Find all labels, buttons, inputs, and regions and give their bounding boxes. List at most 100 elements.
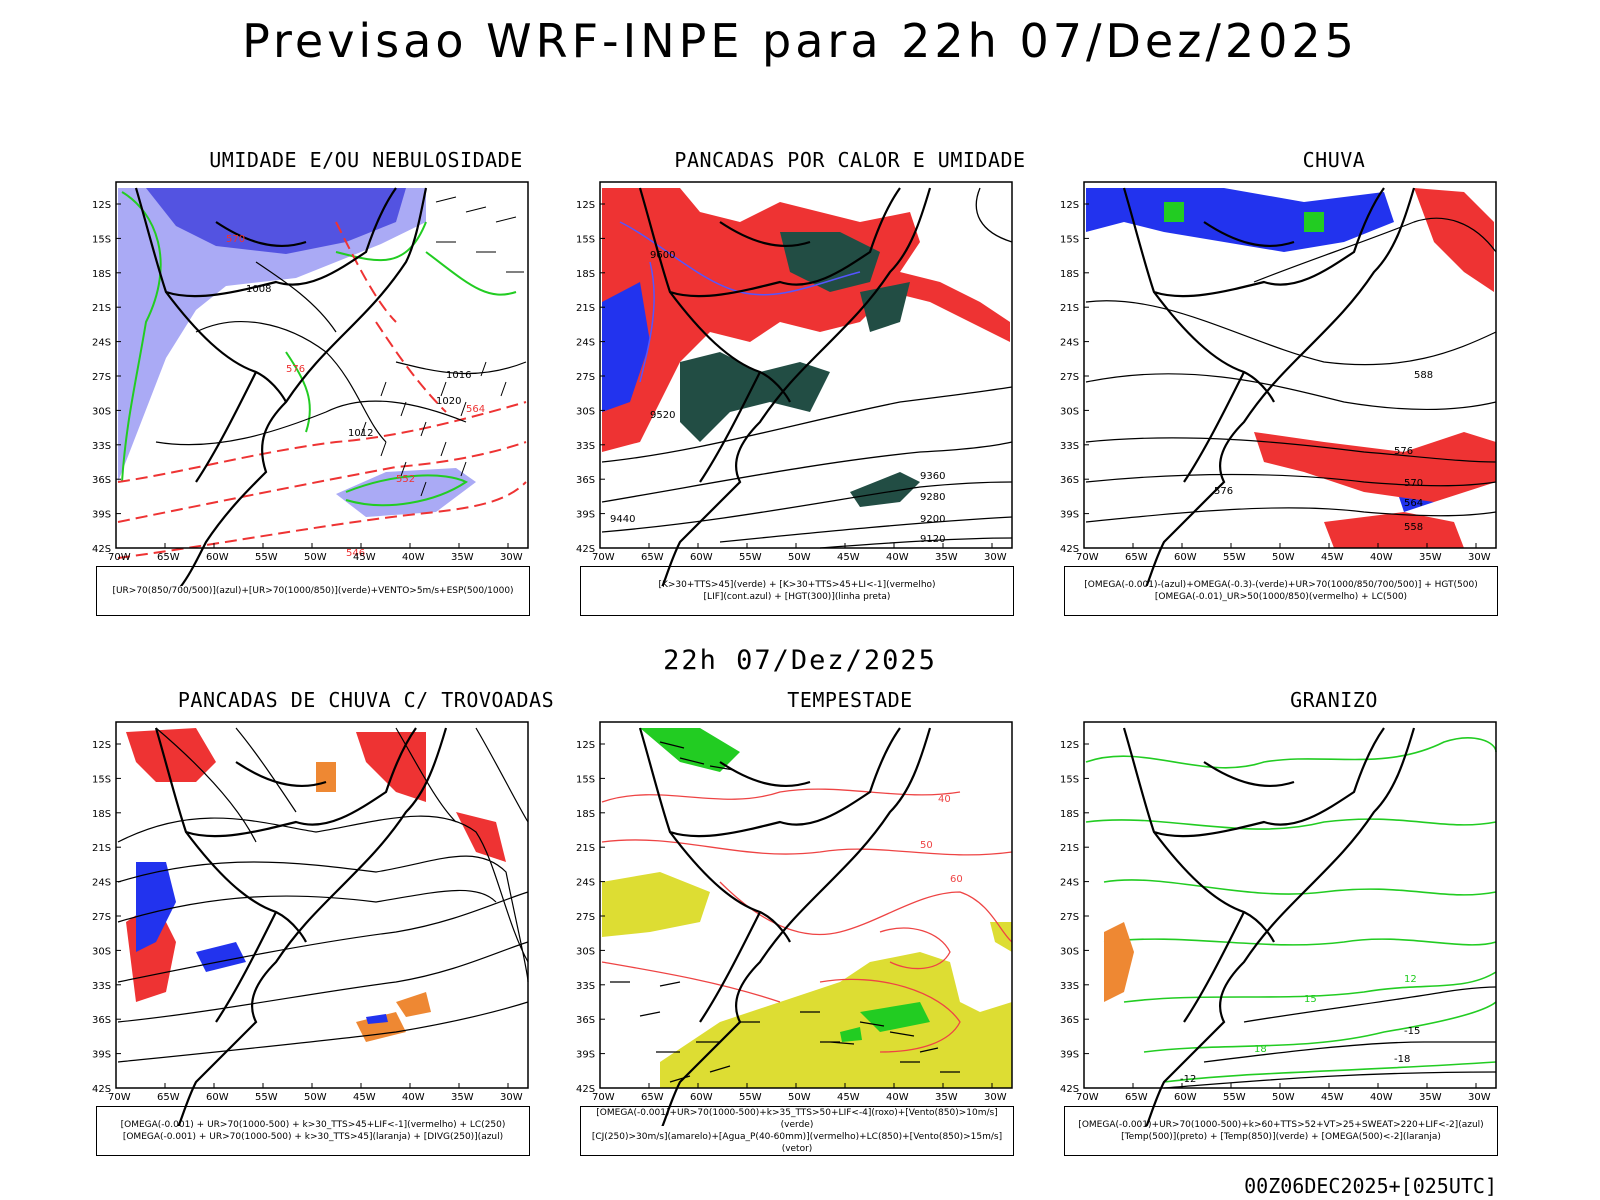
lon-tick-label: 55W bbox=[1223, 1092, 1246, 1103]
lat-tick-label: 27S bbox=[576, 912, 595, 923]
lon-tick-label: 60W bbox=[206, 552, 229, 563]
contour-label: 576 bbox=[1214, 486, 1233, 497]
legend-line: [OMEGA(-0.001)+UR>70(1000-500)+k>35_TTS>… bbox=[596, 1108, 998, 1130]
lat-tick-label: 42S bbox=[576, 544, 595, 555]
lat-tick-label: 15S bbox=[576, 774, 595, 785]
contour-label: 564 bbox=[466, 404, 485, 415]
contour-label: 40 bbox=[938, 794, 951, 805]
contour-label: 18 bbox=[1254, 1044, 1267, 1055]
lat-tick-label: 33S bbox=[92, 981, 111, 992]
lat-tick-label: 42S bbox=[92, 1084, 111, 1095]
contour-label: 9600 bbox=[650, 250, 675, 261]
lon-tick-label: 70W bbox=[108, 552, 131, 563]
contour-label: -12 bbox=[1180, 1074, 1196, 1085]
water-contour-red bbox=[601, 788, 1013, 1053]
lon-tick-label: 50W bbox=[304, 1092, 327, 1103]
legend-line: [K>30+TTS>45](verde) + [K>30+TTS>45+LI<-… bbox=[658, 580, 936, 590]
lon-tick-label: 55W bbox=[255, 1092, 278, 1103]
lat-tick-label: 15S bbox=[1060, 234, 1079, 245]
lon-tick-label: 65W bbox=[1125, 552, 1148, 563]
lat-tick-label: 36S bbox=[92, 1015, 111, 1026]
wind-vectors bbox=[360, 196, 524, 497]
lon-tick-label: 30W bbox=[984, 1092, 1007, 1103]
coastline-borders bbox=[638, 727, 932, 1126]
contour-label: 9200 bbox=[920, 514, 945, 525]
humidity-850-700-500-area bbox=[118, 188, 426, 482]
lat-tick-label: 15S bbox=[92, 234, 111, 245]
legend-line: [UR>70(850/700/500)](azul)+[UR>70(1000/8… bbox=[112, 586, 514, 596]
lat-tick-label: 18S bbox=[92, 269, 111, 280]
contour-label: 15 bbox=[1304, 994, 1317, 1005]
contour-label: 9360 bbox=[920, 471, 945, 482]
lat-tick-label: 18S bbox=[92, 809, 111, 820]
temp500-black-contour bbox=[1163, 986, 1497, 1089]
coastline-borders bbox=[134, 187, 428, 586]
contour-label: 558 bbox=[1404, 522, 1423, 533]
contour-label: -15 bbox=[1404, 1026, 1420, 1037]
lon-tick-label: 40W bbox=[402, 1092, 425, 1103]
lon-tick-label: 40W bbox=[1370, 552, 1393, 563]
lat-tick-label: 15S bbox=[1060, 774, 1079, 785]
contour-label: 576 bbox=[286, 364, 305, 375]
lon-tick-label: 30W bbox=[1468, 1092, 1491, 1103]
lat-tick-label: 39S bbox=[576, 510, 595, 521]
lon-tick-label: 70W bbox=[1076, 1092, 1099, 1103]
lon-tick-label: 65W bbox=[157, 1092, 180, 1103]
panel-legend: [OMEGA(-0.001) + UR>70(1000-500) + k>30_… bbox=[96, 1106, 530, 1156]
lat-tick-label: 21S bbox=[576, 843, 595, 854]
lon-tick-label: 65W bbox=[1125, 1092, 1148, 1103]
lat-tick-label: 21S bbox=[1060, 843, 1079, 854]
lon-tick-label: 50W bbox=[304, 552, 327, 563]
coastline-borders bbox=[638, 187, 932, 586]
middle-date: 22h 07/Dez/2025 bbox=[663, 645, 937, 676]
instability-red-area bbox=[602, 188, 1010, 452]
lat-tick-label: 42S bbox=[1060, 1084, 1079, 1095]
lat-tick-label: 21S bbox=[1060, 303, 1079, 314]
panel-legend: [UR>70(850/700/500)](azul)+[UR>70(1000/8… bbox=[96, 566, 530, 616]
lon-tick-label: 70W bbox=[592, 1092, 615, 1103]
lat-tick-label: 42S bbox=[576, 1084, 595, 1095]
map-pancadas-calor: 9600 9520 9360 9280 9200 9120 9440 12S 15… bbox=[576, 181, 1013, 586]
legend-line: [OMEGA(-0.001)-(azul)+OMEGA(-0.3)-(verde… bbox=[1084, 580, 1478, 590]
contour-label: 9440 bbox=[610, 514, 635, 525]
panel-legend: [OMEGA(-0.001)+UR>70(1000-500)+k>35_TTS>… bbox=[580, 1106, 1014, 1156]
panel-title: UMIDADE E/OU NEBULOSIDADE bbox=[209, 148, 523, 172]
lat-tick-label: 30S bbox=[576, 946, 595, 957]
contour-label: 9120 bbox=[920, 534, 945, 545]
contour-label: 546 bbox=[346, 548, 365, 559]
instability-green-area bbox=[680, 232, 920, 507]
map-granizo: -12 -15 -18 12 15 18 12S 15S 18S 21S 24S 27S 3… bbox=[1060, 721, 1497, 1126]
lat-tick-label: 18S bbox=[576, 809, 595, 820]
lat-tick-label: 12S bbox=[576, 200, 595, 211]
lat-tick-label: 39S bbox=[576, 1050, 595, 1061]
map-frame: 1012 1020 1016 1008 564 552 546 576 570 bbox=[115, 181, 529, 586]
lon-tick-label: 50W bbox=[788, 1092, 811, 1103]
streamlines-250 bbox=[117, 727, 529, 1063]
lat-tick-label: 36S bbox=[1060, 475, 1079, 486]
panel-legend: [K>30+TTS>45](verde) + [K>30+TTS>45+LI<-… bbox=[580, 566, 1014, 616]
legend-line: [OMEGA(-0.001) + UR>70(1000-500) + k>30_… bbox=[120, 1120, 506, 1130]
lon-tick-label: 45W bbox=[353, 1092, 376, 1103]
contour-label: 552 bbox=[396, 474, 415, 485]
thunder-orange-area bbox=[316, 762, 431, 1042]
legend-line: [OMEGA(-0.001) + UR>70(1000-500) + k>30_… bbox=[122, 1132, 504, 1142]
lat-tick-label: 27S bbox=[576, 372, 595, 383]
contour-label: 570 bbox=[1404, 478, 1423, 489]
legend-line: [Temp(500)](preto) + [Temp(850)](verde) … bbox=[1121, 1132, 1441, 1142]
lon-tick-label: 45W bbox=[353, 552, 376, 563]
legend-line: [LIF](cont.azul) + [HGT(300)](linha pret… bbox=[703, 592, 891, 602]
lon-tick-label: 60W bbox=[690, 552, 713, 563]
thunder-red-area bbox=[126, 728, 506, 1002]
jet-yellow-area bbox=[602, 872, 1012, 1088]
lat-tick-label: 36S bbox=[576, 475, 595, 486]
lat-tick-label: 18S bbox=[576, 269, 595, 280]
contour-label: 50 bbox=[920, 840, 933, 851]
lat-tick-label: 12S bbox=[1060, 200, 1079, 211]
lon-tick-label: 40W bbox=[1370, 1092, 1393, 1103]
lon-tick-label: 70W bbox=[592, 552, 615, 563]
lat-tick-label: 15S bbox=[92, 774, 111, 785]
lat-tick-label: 33S bbox=[92, 441, 111, 452]
